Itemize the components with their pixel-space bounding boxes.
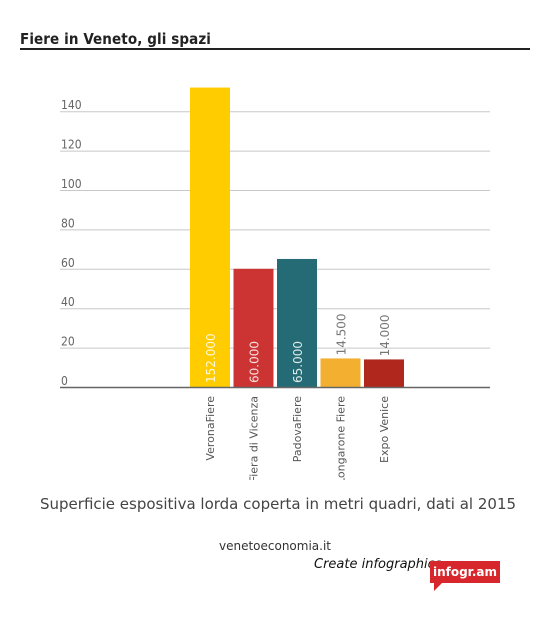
category-label: PadovaFiere [291, 396, 304, 462]
data-label: 65.000 [291, 341, 305, 383]
create-infographics-link[interactable]: Create infographics [314, 557, 442, 572]
bar-chart: 0 20 40 60 80 100 120 140 152.000 VeronaFiere 60.0… [60, 87, 490, 480]
bar [190, 87, 230, 387]
chart-title: Fiere in Veneto, gli spazi [20, 30, 211, 48]
infogram-badge[interactable]: infogr.am [430, 561, 500, 591]
category-label: Fiera di Vicenza [248, 396, 261, 480]
title-rule [20, 48, 530, 50]
category-label: VeronaFiere [204, 396, 217, 461]
bar [277, 258, 317, 387]
category-label: Expo Venice [378, 396, 391, 463]
bar [320, 358, 361, 387]
data-label: 14.000 [378, 314, 392, 356]
y-tick-label: 60 [61, 256, 75, 270]
y-tick-label: 20 [61, 335, 75, 349]
y-tick-label: 0 [61, 374, 68, 388]
bar [364, 359, 404, 387]
y-tick-label: 120 [61, 138, 82, 152]
data-label: 152.000 [204, 333, 218, 383]
y-tick-label: 140 [61, 98, 82, 112]
source-link[interactable]: venetoeconomia.it [218, 539, 332, 553]
y-tick-label: 100 [61, 177, 82, 191]
data-label: 60.000 [248, 341, 262, 383]
y-tick-label: 80 [61, 216, 75, 230]
y-tick-label: 40 [61, 295, 75, 309]
data-label: 14.500 [335, 313, 349, 355]
category-label: Longarone Fiere [335, 396, 348, 480]
bar [233, 268, 274, 387]
chart-caption: Superficie espositiva lorda coperta in m… [40, 495, 517, 513]
